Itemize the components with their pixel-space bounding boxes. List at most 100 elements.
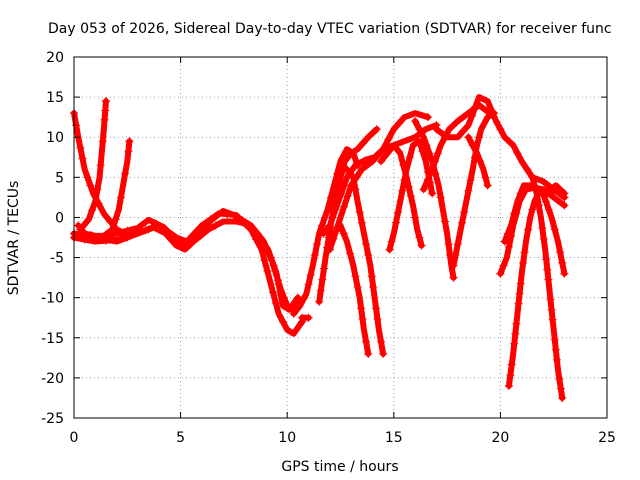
plus-marker [101, 97, 110, 106]
x-tick-label: 5 [176, 430, 185, 446]
plus-marker [346, 249, 355, 258]
series-trace-d [298, 313, 313, 322]
plus-marker [369, 282, 378, 291]
series-trace-c [70, 210, 307, 337]
plus-marker [449, 261, 458, 270]
plus-marker [496, 269, 505, 278]
plus-marker [466, 176, 475, 185]
plus-marker [524, 225, 533, 234]
plus-marker [464, 186, 473, 195]
plus-marker [523, 165, 532, 174]
plus-marker [558, 393, 567, 402]
series-trace-p [411, 117, 458, 282]
plus-marker [546, 295, 555, 304]
plus-marker [387, 237, 396, 246]
plus-marker [550, 335, 559, 344]
plus-marker [418, 147, 427, 156]
plus-marker [444, 240, 453, 249]
series-trace [316, 126, 380, 305]
plus-marker [116, 193, 125, 202]
plus-marker [436, 193, 445, 202]
plus-marker [519, 258, 528, 267]
plus-marker [289, 309, 298, 318]
plus-marker [475, 133, 484, 142]
plus-marker [271, 299, 280, 308]
plus-marker [394, 208, 403, 217]
plus-marker [496, 125, 505, 134]
plus-marker [395, 119, 404, 128]
plus-marker [337, 189, 346, 198]
plus-marker [211, 221, 220, 230]
series-trace [290, 146, 361, 317]
y-tick-label: 0 [55, 210, 64, 226]
plus-marker [483, 181, 492, 190]
plus-marker [556, 248, 565, 257]
plus-marker [513, 149, 522, 158]
plus-marker [364, 349, 373, 358]
plus-marker [355, 208, 364, 217]
plus-marker [419, 185, 428, 194]
y-tick-label: 15 [46, 90, 64, 106]
plus-marker [304, 313, 313, 322]
plus-marker [337, 169, 346, 178]
plus-marker [76, 225, 85, 234]
y-tick-label: -10 [41, 291, 64, 307]
y-tick-label: -20 [41, 371, 64, 387]
x-tick-label: 20 [491, 430, 509, 446]
series-trace-r [432, 94, 569, 202]
plus-marker [417, 241, 426, 250]
plus-marker [431, 157, 440, 166]
y-axis-label: SDTVAR / TECUs [6, 181, 22, 296]
plus-marker [330, 229, 339, 238]
series-trace-g [87, 137, 134, 241]
plus-marker [500, 237, 509, 246]
plus-marker [405, 153, 414, 162]
plus-marker [504, 242, 513, 251]
plus-marker [471, 102, 480, 111]
plus-marker [560, 189, 569, 198]
plus-marker [111, 215, 120, 224]
plus-marker [86, 181, 95, 190]
plus-marker [547, 305, 556, 314]
plus-marker [340, 181, 349, 190]
plus-marker [541, 197, 550, 206]
plus-marker [343, 192, 352, 201]
plus-marker [319, 229, 328, 238]
plus-marker [278, 317, 287, 326]
plus-marker [550, 225, 559, 234]
plus-marker [538, 224, 547, 233]
plus-marker [423, 175, 432, 184]
plus-marker [100, 115, 109, 124]
plus-marker [507, 360, 516, 369]
plus-marker [125, 137, 134, 146]
plus-marker [88, 206, 97, 215]
plus-marker [339, 229, 348, 238]
plus-marker [453, 240, 462, 249]
plus-marker [351, 272, 360, 281]
plus-marker [76, 143, 85, 152]
plus-marker [516, 279, 525, 288]
plus-marker [433, 149, 442, 158]
plus-marker [391, 218, 400, 227]
plus-marker [460, 208, 469, 217]
plus-marker [428, 189, 437, 198]
plus-marker [124, 147, 133, 156]
series-trace [433, 94, 568, 201]
plus-marker [406, 192, 415, 201]
plus-marker [542, 255, 551, 264]
plus-marker [556, 384, 565, 393]
plus-marker [367, 272, 376, 281]
x-axis-label: GPS time / hours [281, 459, 398, 475]
plus-marker [514, 299, 523, 308]
plus-marker [422, 141, 431, 150]
plus-marker [425, 149, 434, 158]
plot-frame [73, 56, 608, 419]
plus-marker [440, 217, 449, 226]
plus-marker [351, 185, 360, 194]
plus-marker [560, 269, 569, 278]
series-trace-m [342, 165, 388, 358]
plus-marker [459, 127, 468, 136]
plus-marker [451, 250, 460, 259]
series-trace-i [315, 125, 381, 306]
